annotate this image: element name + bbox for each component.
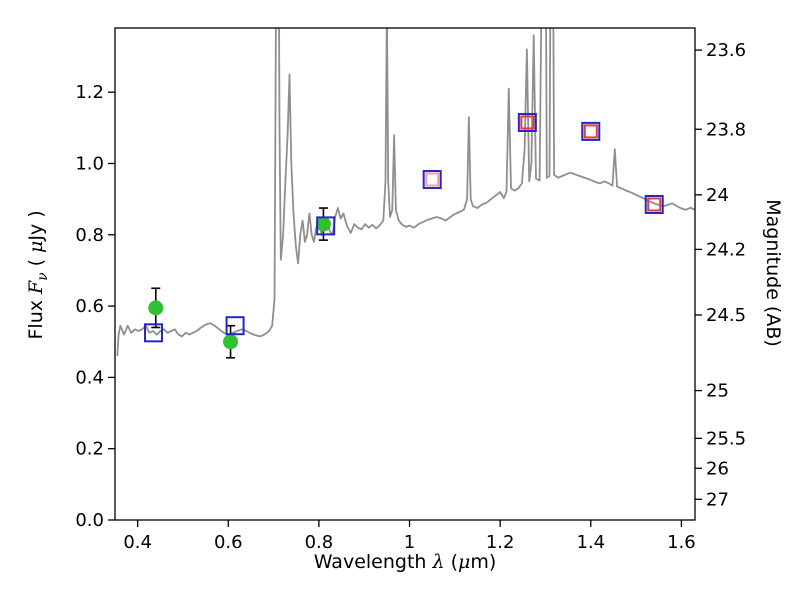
y-axis-label-left: Flux Fν ( μJy ) [25, 210, 51, 340]
observed-point [223, 334, 239, 350]
model-square-red [425, 172, 440, 187]
observed-point [148, 300, 164, 316]
model-square-blue [581, 121, 601, 141]
y-tick-label-right: 25.5 [706, 428, 746, 449]
model-square-blue [225, 316, 245, 336]
y-tick-label-left: 0.6 [75, 296, 104, 317]
y-tick-label-right: 24 [706, 185, 729, 206]
model-square-red [520, 115, 535, 130]
model-square-blue [144, 323, 164, 343]
y-tick-label-left: 0.2 [75, 439, 104, 460]
y-tick-label-right: 23.8 [706, 119, 746, 140]
model-square-blue [422, 170, 442, 190]
y-tick-label-right: 24.5 [706, 305, 746, 326]
model-square-red [583, 124, 598, 139]
y-tick-label-left: 0.4 [75, 367, 104, 388]
x-tick-label: 1.4 [576, 532, 605, 553]
plot-frame [114, 27, 696, 521]
x-tick-label: 1 [404, 532, 415, 553]
y-axis-label-right: Magnitude (AB) [762, 199, 784, 347]
nu-symbol: ν [34, 272, 51, 281]
model-square-blue [644, 194, 664, 214]
lambda-symbol: λ [432, 551, 445, 573]
y-tick-label-left: 1.0 [75, 153, 104, 174]
y-tick-label-left: 1.2 [75, 82, 104, 103]
flux-symbol: F [25, 280, 48, 294]
x-tick-label: 0.8 [305, 532, 334, 553]
y-tick-label-right: 26 [706, 458, 729, 479]
y-tick-label-right: 25 [706, 381, 729, 402]
x-tick-label: 1.6 [667, 532, 696, 553]
observed-point [315, 216, 331, 232]
y-tick-label-left: 0.8 [75, 225, 104, 246]
x-axis-label-text: Wavelength [313, 551, 433, 573]
y-tick-label-left: 0.0 [75, 510, 104, 531]
spectrum-line [116, 28, 695, 357]
model-square-blue [316, 216, 336, 236]
x-tick-label: 0.4 [123, 532, 152, 553]
model-square-red [647, 197, 662, 212]
x-tick-label: 0.6 [214, 532, 243, 553]
x-tick-label: 1.2 [486, 532, 515, 553]
model-square-blue [517, 112, 537, 132]
mu-symbol: μ [25, 240, 48, 253]
x-axis-label: Wavelength λ (μm) [313, 551, 497, 573]
y-tick-label-right: 27 [706, 489, 729, 510]
y-tick-label-right: 23.6 [706, 40, 746, 61]
mu-symbol: μ [457, 551, 471, 573]
y-tick-label-right: 24.2 [706, 239, 746, 260]
plot-area [116, 28, 695, 359]
